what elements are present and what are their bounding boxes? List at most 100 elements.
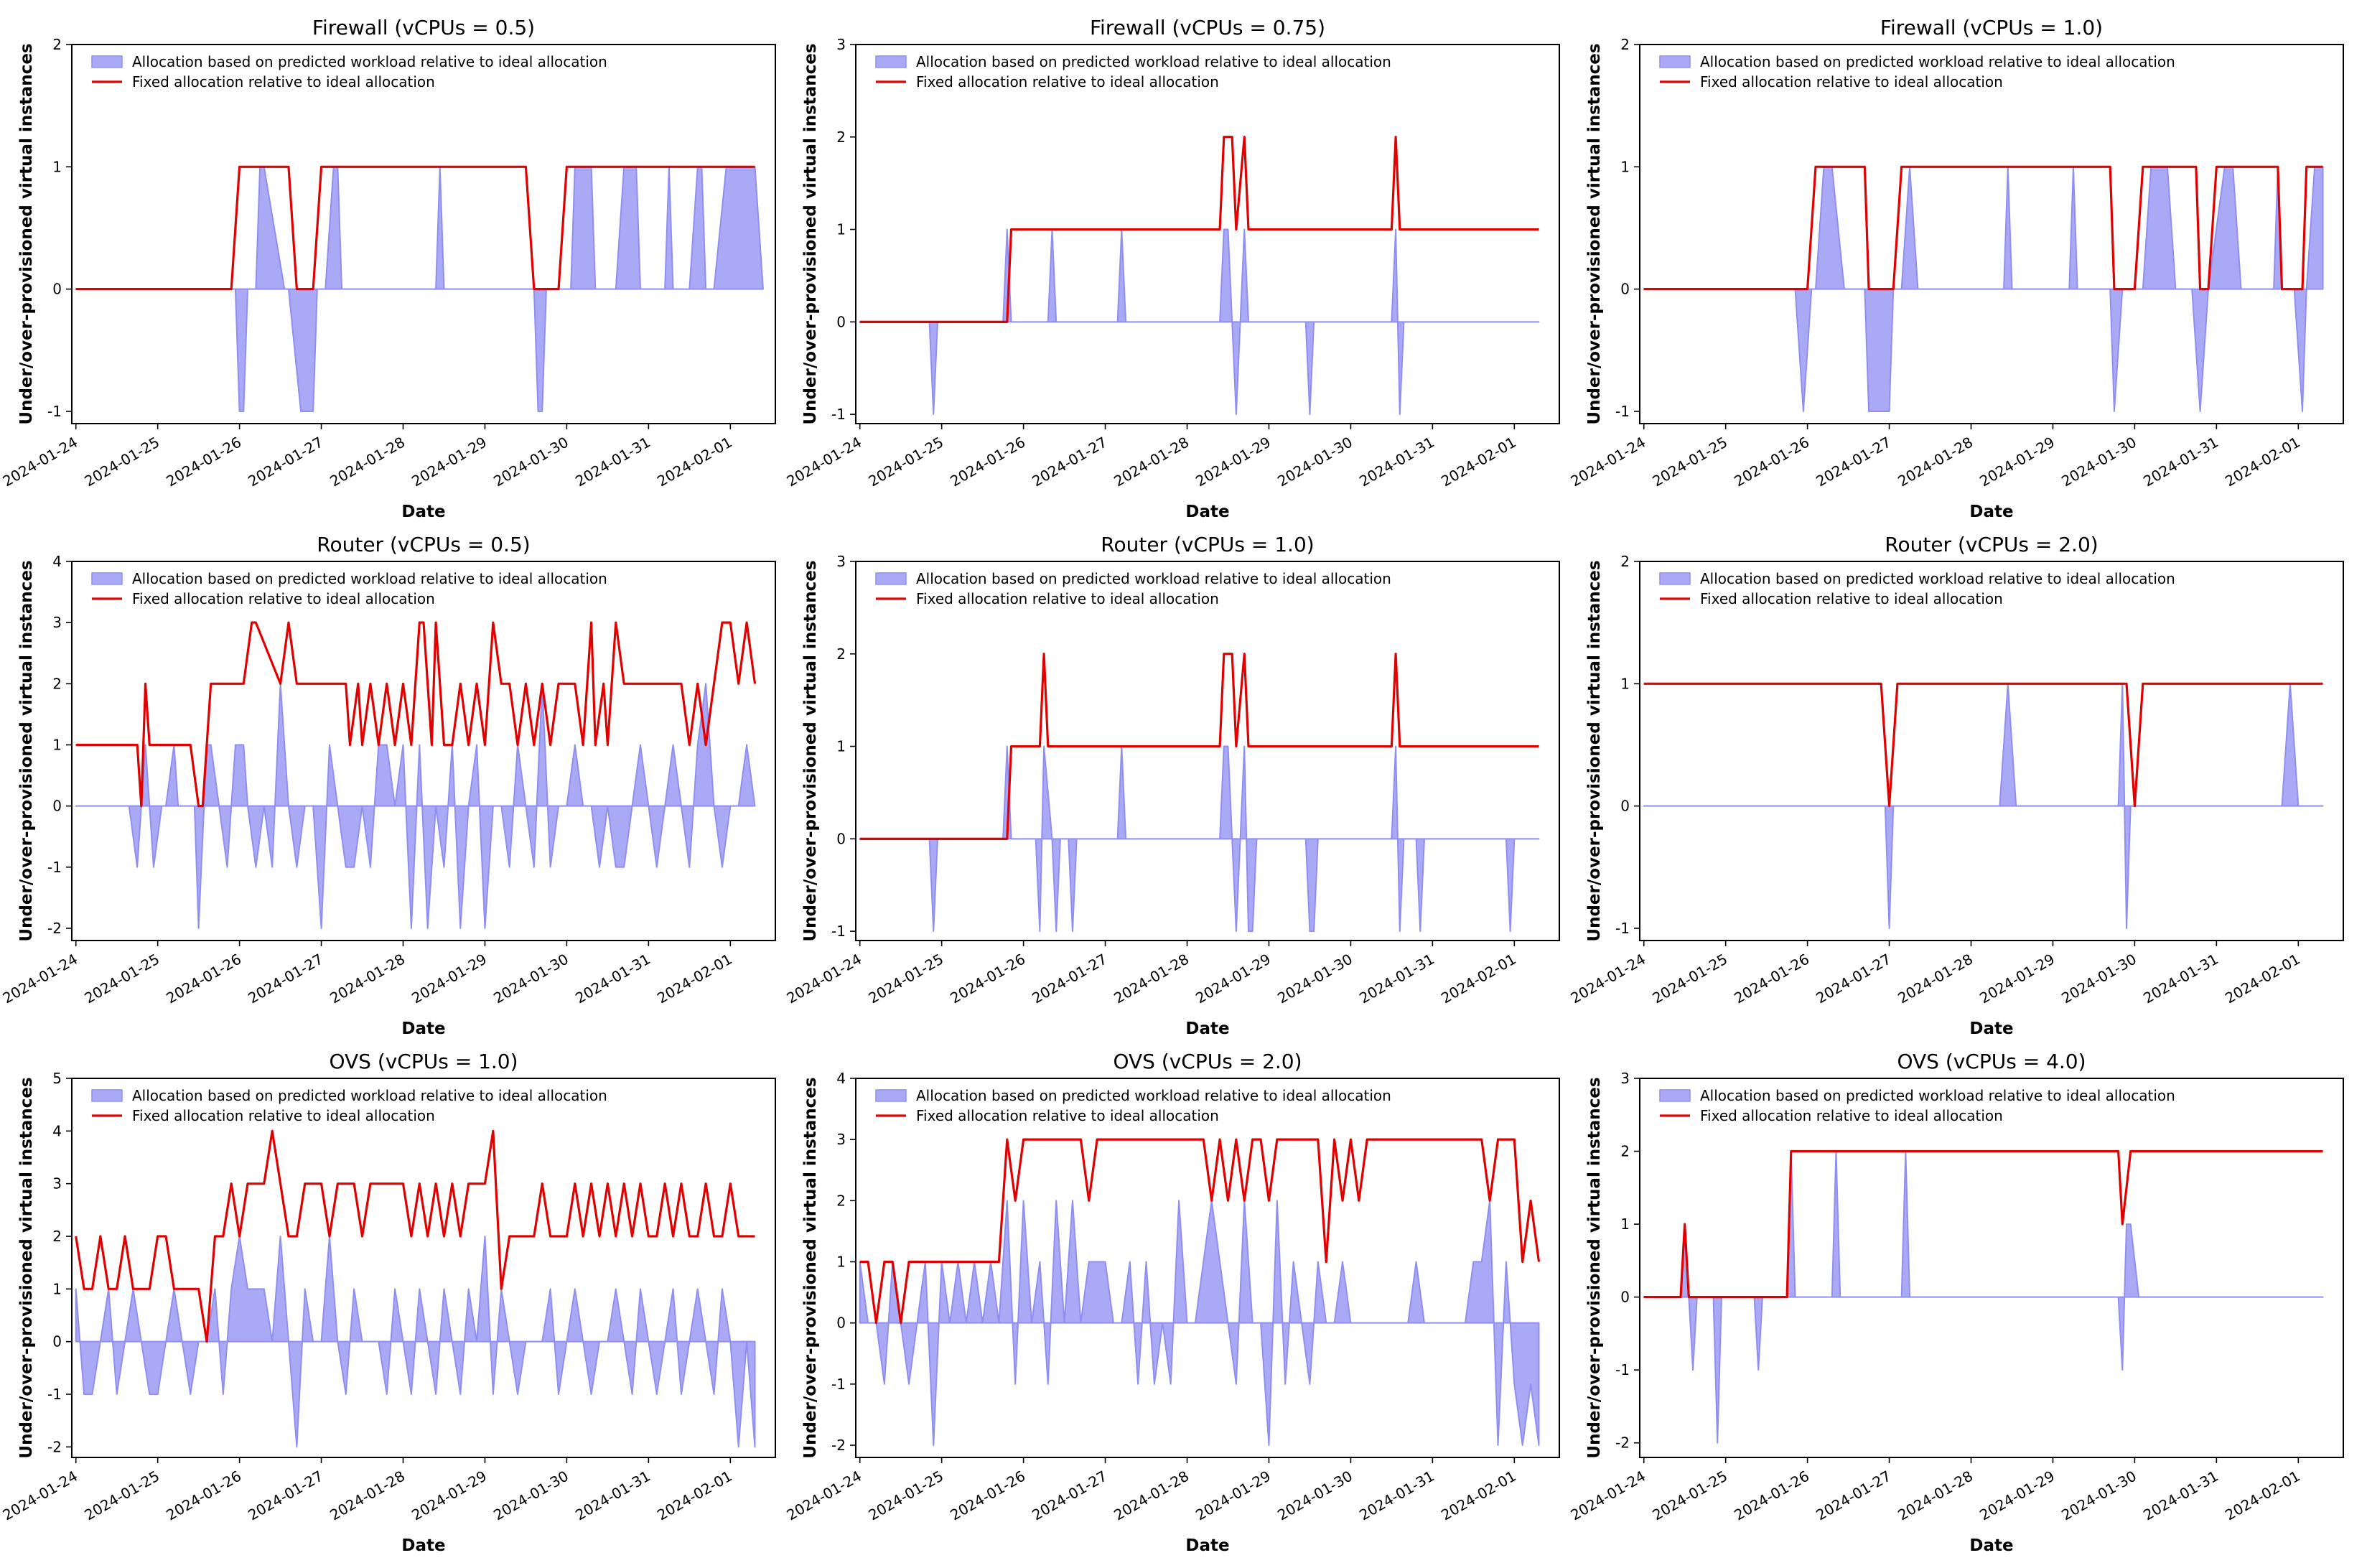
y-tick-label: -1 — [1615, 920, 1630, 937]
y-tick-label: 3 — [52, 614, 62, 631]
x-tick-label: 2024-01-30 — [1274, 951, 1355, 1007]
x-tick-label: 2024-01-26 — [163, 434, 244, 490]
legend-predicted-swatch — [1659, 55, 1691, 68]
legend-predicted-label: Allocation based on predicted workload r… — [1700, 53, 2175, 70]
y-tick-label: 2 — [836, 129, 846, 146]
x-tick-label: 2024-01-24 — [784, 951, 865, 1007]
y-tick-label: 5 — [52, 1070, 62, 1087]
y-axis-label: Under/over-provisioned virtual instances — [801, 560, 820, 941]
y-axis-label: Under/over-provisioned virtual instances — [1585, 1077, 1604, 1458]
x-tick-label: 2024-01-27 — [245, 951, 326, 1007]
predicted-allocation-area — [859, 228, 1540, 416]
x-tick-label: 2024-01-28 — [327, 1467, 408, 1524]
fixed-allocation-line — [1643, 1149, 2323, 1299]
x-tick-label: 2024-01-27 — [1813, 951, 1894, 1007]
x-tick-label: 2024-01-24 — [1568, 434, 1649, 490]
x-tick-label: 2024-01-30 — [490, 951, 571, 1007]
y-tick-label: -1 — [831, 923, 846, 940]
legend: Allocation based on predicted workload r… — [91, 1087, 607, 1124]
legend-fixed-label: Fixed allocation relative to ideal alloc… — [916, 590, 1219, 607]
y-tick-label: -1 — [1615, 403, 1630, 420]
x-tick-label: 2024-01-28 — [327, 434, 408, 490]
x-tick-label: 2024-02-01 — [1438, 1467, 1519, 1524]
y-axis-label: Under/over-provisioned virtual instances — [801, 43, 820, 424]
plot-frame — [855, 561, 1560, 941]
y-tick-label: -1 — [831, 406, 846, 423]
x-axis-label: Date — [1969, 1019, 2013, 1038]
y-tick-label: 1 — [1620, 158, 1630, 175]
x-tick-label: 2024-01-31 — [2140, 1467, 2221, 1524]
x-axis-label: Date — [1969, 503, 2013, 521]
x-tick-label: 2024-01-30 — [2058, 1467, 2139, 1524]
y-tick-label: 0 — [836, 313, 846, 330]
predicted-allocation-area — [859, 1200, 1540, 1446]
y-tick-label: 2 — [836, 1192, 846, 1209]
y-axis-label: Under/over-provisioned virtual instances — [17, 1077, 36, 1458]
x-tick-label: 2024-01-26 — [947, 951, 1028, 1007]
x-tick-label: 2024-01-27 — [1029, 434, 1110, 490]
predicted-allocation-area — [859, 745, 1540, 933]
x-tick-label: 2024-01-25 — [865, 1467, 946, 1524]
fixed-allocation-line — [859, 653, 1539, 840]
x-tick-label: 2024-01-24 — [784, 434, 865, 490]
legend-predicted-label: Allocation based on predicted workload r… — [1700, 1087, 2175, 1104]
x-tick-label: 2024-01-28 — [1111, 434, 1192, 490]
x-tick-label: 2024-01-25 — [1649, 434, 1730, 490]
x-tick-label: 2024-01-30 — [1274, 434, 1355, 490]
x-tick-label: 2024-01-25 — [865, 434, 946, 490]
x-tick-label: 2024-01-26 — [1731, 434, 1812, 490]
chart-title: OVS (vCPUs = 2.0) — [1113, 1050, 1302, 1073]
legend-predicted-label: Allocation based on predicted workload r… — [916, 1087, 1391, 1104]
legend-predicted-swatch — [1659, 572, 1691, 585]
y-tick-label: 3 — [836, 553, 846, 570]
y-tick-label: 0 — [836, 830, 846, 847]
x-tick-label: 2024-01-25 — [81, 434, 162, 490]
y-tick-label: 2 — [52, 36, 62, 53]
x-tick-label: 2024-02-01 — [2222, 434, 2303, 490]
fixed-allocation-line — [75, 1129, 755, 1343]
x-tick-label: 2024-01-25 — [1649, 1467, 1730, 1524]
y-tick-label: 2 — [1620, 1143, 1630, 1160]
y-tick-label: -2 — [831, 1437, 846, 1454]
legend-predicted-swatch — [875, 1089, 907, 1102]
y-tick-label: 2 — [52, 1228, 62, 1245]
chart-panel: -2 -1 0 1 2 3 4 5 2024-01-24 2024-01-25 2024-01-26… — [0, 1050, 776, 1555]
x-tick-label: 2024-01-27 — [1029, 951, 1110, 1007]
chart-title: OVS (vCPUs = 4.0) — [1897, 1050, 2086, 1073]
legend-predicted-swatch — [91, 1089, 123, 1102]
x-tick-label: 2024-01-26 — [1731, 951, 1812, 1007]
x-tick-label: 2024-02-01 — [2222, 951, 2303, 1007]
predicted-allocation-area — [1643, 683, 2324, 929]
legend-fixed-label: Fixed allocation relative to ideal alloc… — [1700, 1107, 2003, 1124]
x-tick-label: 2024-01-25 — [81, 951, 162, 1007]
legend-fixed-label: Fixed allocation relative to ideal alloc… — [132, 590, 435, 607]
y-tick-label: 2 — [52, 675, 62, 692]
y-tick-label: 1 — [836, 738, 846, 755]
legend-fixed-label: Fixed allocation relative to ideal alloc… — [1700, 590, 2003, 607]
y-tick-label: 1 — [836, 1253, 846, 1270]
y-tick-label: 0 — [52, 1333, 62, 1350]
x-tick-label: 2024-01-24 — [0, 951, 80, 1007]
x-axis-label: Date — [401, 1536, 445, 1555]
legend: Allocation based on predicted workload r… — [875, 1087, 1391, 1124]
x-tick-label: 2024-01-26 — [163, 951, 244, 1007]
legend-predicted-label: Allocation based on predicted workload r… — [132, 570, 607, 587]
x-tick-label: 2024-01-26 — [1731, 1467, 1812, 1524]
x-axis-label: Date — [1969, 1536, 2013, 1555]
legend: Allocation based on predicted workload r… — [1659, 1087, 2175, 1124]
y-axis-label: Under/over-provisioned virtual instances — [1585, 560, 1604, 941]
plot-frame — [71, 561, 776, 941]
legend-predicted-swatch — [875, 55, 907, 68]
x-tick-label: 2024-01-29 — [1976, 951, 2058, 1007]
x-tick-label: 2024-01-31 — [1356, 951, 1437, 1007]
legend-predicted-label: Allocation based on predicted workload r… — [132, 53, 607, 70]
y-tick-label: 4 — [836, 1070, 846, 1087]
x-tick-label: 2024-01-30 — [2058, 434, 2139, 490]
x-tick-label: 2024-01-29 — [1192, 1467, 1274, 1524]
